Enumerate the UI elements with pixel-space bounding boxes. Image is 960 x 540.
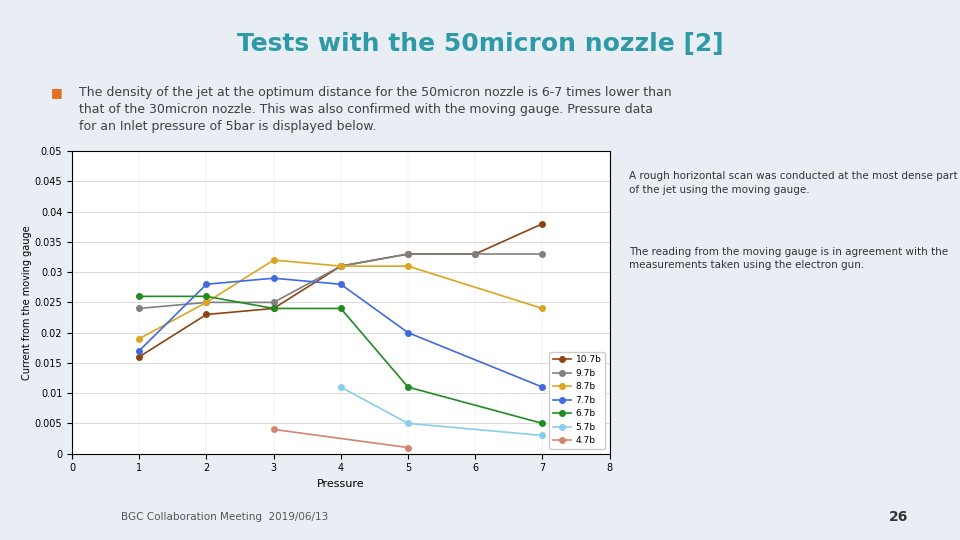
Text: BGC Collaboration Meeting  2019/06/13: BGC Collaboration Meeting 2019/06/13: [121, 512, 328, 522]
9.7b: [201, 299, 212, 306]
7.7b: [268, 275, 279, 281]
9.7b: [402, 251, 414, 257]
Text: The density of the jet at the optimum distance for the 50micron nozzle is 6-7 ti: The density of the jet at the optimum di…: [79, 86, 671, 133]
7.7b: [133, 348, 145, 354]
Line: 9.7b: 9.7b: [136, 251, 545, 311]
Line: 5.7b: 5.7b: [338, 384, 545, 438]
6.7b: [335, 305, 347, 312]
10.7b: [469, 251, 481, 257]
8.7b: [268, 257, 279, 264]
Y-axis label: Current from the moving gauge: Current from the moving gauge: [22, 225, 32, 380]
Legend: 10.7b, 9.7b, 8.7b, 7.7b, 6.7b, 5.7b, 4.7b: 10.7b, 9.7b, 8.7b, 7.7b, 6.7b, 5.7b, 4.7…: [549, 352, 605, 449]
6.7b: [201, 293, 212, 300]
Text: Tests with the 50micron nozzle [2]: Tests with the 50micron nozzle [2]: [237, 32, 723, 56]
6.7b: [402, 384, 414, 390]
5.7b: [537, 432, 548, 438]
Line: 8.7b: 8.7b: [136, 257, 545, 341]
Line: 10.7b: 10.7b: [136, 221, 545, 360]
10.7b: [268, 305, 279, 312]
8.7b: [335, 263, 347, 269]
10.7b: [133, 354, 145, 360]
9.7b: [133, 305, 145, 312]
9.7b: [537, 251, 548, 257]
8.7b: [402, 263, 414, 269]
8.7b: [133, 335, 145, 342]
8.7b: [201, 299, 212, 306]
10.7b: [537, 220, 548, 227]
Line: 4.7b: 4.7b: [271, 427, 411, 450]
9.7b: [335, 263, 347, 269]
10.7b: [402, 251, 414, 257]
8.7b: [537, 305, 548, 312]
7.7b: [537, 384, 548, 390]
5.7b: [402, 420, 414, 427]
10.7b: [201, 311, 212, 318]
7.7b: [201, 281, 212, 287]
Line: 7.7b: 7.7b: [136, 275, 545, 390]
5.7b: [335, 384, 347, 390]
6.7b: [537, 420, 548, 427]
10.7b: [335, 263, 347, 269]
9.7b: [469, 251, 481, 257]
Text: ■: ■: [52, 86, 63, 99]
7.7b: [335, 281, 347, 287]
6.7b: [133, 293, 145, 300]
4.7b: [402, 444, 414, 451]
Text: The reading from the moving gauge is in agreement with the
measurements taken us: The reading from the moving gauge is in …: [629, 247, 948, 270]
9.7b: [268, 299, 279, 306]
Text: 26: 26: [889, 510, 908, 524]
6.7b: [268, 305, 279, 312]
Text: A rough horizontal scan was conducted at the most dense part
of the jet using th: A rough horizontal scan was conducted at…: [629, 172, 957, 194]
Line: 6.7b: 6.7b: [136, 294, 545, 426]
4.7b: [268, 426, 279, 433]
X-axis label: Pressure: Pressure: [317, 479, 365, 489]
7.7b: [402, 329, 414, 336]
